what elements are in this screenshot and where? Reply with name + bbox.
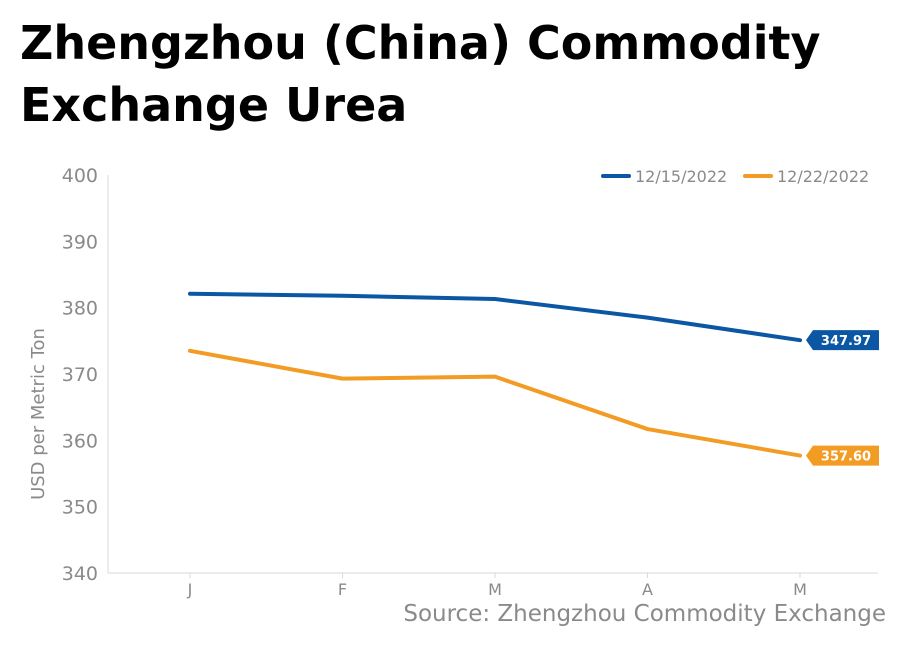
data-point xyxy=(646,316,649,320)
x-tick-label: M xyxy=(488,580,502,599)
x-tick-label: M xyxy=(793,580,807,599)
data-point xyxy=(493,375,497,379)
data-point xyxy=(646,427,649,431)
data-point xyxy=(341,294,344,298)
legend: 12/15/2022 12/22/2022 xyxy=(601,167,869,186)
y-tick-label: 350 xyxy=(62,497,98,519)
legend-label: 12/15/2022 xyxy=(635,167,727,186)
end-label-text: 347.97 xyxy=(821,334,871,349)
end-label-shape xyxy=(806,330,879,351)
y-tick-label: 380 xyxy=(62,298,98,320)
y-tick-label: 390 xyxy=(62,231,98,253)
y-tick-label: 360 xyxy=(62,430,98,452)
data-point xyxy=(493,297,497,301)
end-label-shape xyxy=(806,445,879,466)
y-tick-label: 400 xyxy=(62,165,98,187)
data-point xyxy=(188,349,192,353)
y-tick-label: 340 xyxy=(62,563,98,585)
source-note: Source: Zhengzhou Commodity Exchange xyxy=(403,601,886,627)
y-axis: 340 350 360 370 380 390 400 xyxy=(62,165,109,585)
series-line-2 xyxy=(188,348,802,458)
data-point xyxy=(188,292,192,296)
x-tick-label: A xyxy=(642,580,653,599)
series-line-1 xyxy=(188,291,802,343)
chart-title: Zhengzhou (China) Commodity Exchange Ure… xyxy=(20,16,821,132)
legend-item-1: 12/15/2022 xyxy=(601,167,727,186)
legend-item-2: 12/22/2022 xyxy=(743,167,869,186)
y-tick-label: 370 xyxy=(62,364,98,386)
end-value-label-1: 347.97 xyxy=(806,330,879,351)
data-point xyxy=(798,454,802,458)
data-point xyxy=(798,338,802,342)
end-label-text: 357.60 xyxy=(821,450,871,465)
series-layer: 347.97 357.60 xyxy=(188,291,879,466)
data-point xyxy=(341,377,344,381)
end-value-label-2: 357.60 xyxy=(806,445,879,466)
x-tick-label: F xyxy=(338,580,347,599)
x-tick-label: J xyxy=(187,580,193,599)
legend-label: 12/22/2022 xyxy=(777,167,869,186)
y-axis-title: USD per Metric Ton xyxy=(28,328,49,500)
